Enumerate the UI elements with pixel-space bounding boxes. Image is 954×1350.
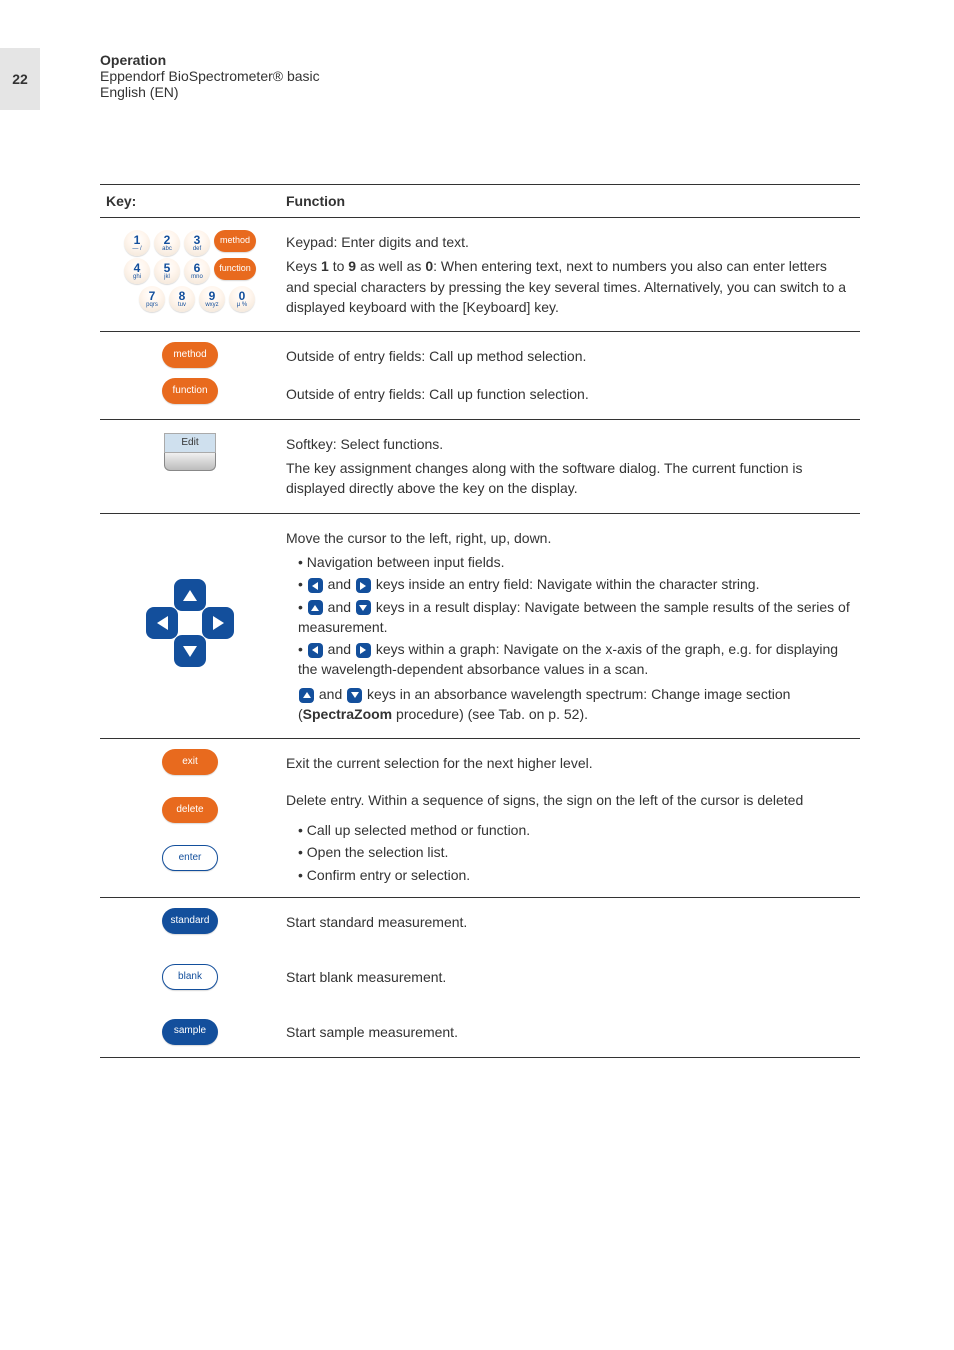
key-function-table: Key: Function 1— / 2abc 3def method 4ghi… (100, 184, 860, 1058)
keypad-key: 0μ % (229, 286, 255, 312)
list-item: Confirm entry or selection. (298, 865, 854, 885)
text: and keys in an absorbance wavelength spe… (286, 684, 854, 725)
arrow-right-icon (202, 607, 234, 639)
text: Start standard measurement. (286, 912, 854, 932)
cell-blank-fn: Start blank measurement. (280, 946, 860, 1008)
cell-keypad-fn: Keypad: Enter digits and text. Keys 1 to… (280, 218, 860, 332)
arrow-right-inline-icon (356, 578, 371, 593)
enter-key-icon: enter (162, 845, 218, 871)
keypad-icon: 1— / 2abc 3def method 4ghi 5jkl 6mno fun… (124, 228, 256, 314)
standard-key-icon: standard (162, 908, 218, 934)
method-pill-icon: method (214, 230, 256, 252)
cell-exit-delete-enter-fn: Exit the current selection for the next … (280, 739, 860, 897)
page-header: Operation Eppendorf BioSpectrometer® bas… (100, 52, 320, 100)
text: Move the cursor to the left, right, up, … (286, 528, 854, 548)
th-key: Key: (100, 185, 280, 218)
delete-key-icon: delete (162, 797, 218, 823)
cell-exit-delete-enter: exit delete enter (100, 739, 280, 897)
cell-standard: standard (100, 897, 280, 946)
cell-softkey: Edit (100, 419, 280, 513)
function-pill-icon: function (214, 258, 256, 280)
keypad-key: 4ghi (124, 258, 150, 284)
page-number: 22 (12, 71, 28, 87)
cell-sample: sample (100, 1008, 280, 1057)
keypad-key: 5jkl (154, 258, 180, 284)
arrow-left-inline-icon (308, 578, 323, 593)
arrow-up-inline-icon (299, 688, 314, 703)
header-title: Operation (100, 52, 320, 68)
cell-standard-fn: Start standard measurement. (280, 897, 860, 946)
text: Delete entry. Within a sequence of signs… (286, 790, 854, 810)
arrow-pad-icon (146, 579, 234, 667)
arrow-down-inline-icon (356, 600, 371, 615)
keypad-key: 3def (184, 230, 210, 256)
arrow-list: Navigation between input fields. and key… (286, 552, 854, 680)
keypad-key: 9wxyz (199, 286, 225, 312)
arrow-left-icon (146, 607, 178, 639)
arrow-left-inline-icon (308, 643, 323, 658)
keypad-key: 7pqrs (139, 286, 165, 312)
cell-softkey-fn: Softkey: Select functions. The key assig… (280, 419, 860, 513)
keypad-key: 8tuv (169, 286, 195, 312)
list-item: and keys inside an entry field: Navigate… (298, 574, 854, 594)
arrow-down-icon (174, 635, 206, 667)
keypad-key: 2abc (154, 230, 180, 256)
text: Keys 1 to 9 as well as 0: When entering … (286, 256, 854, 317)
list-item: and keys within a graph: Navigate on the… (298, 639, 854, 680)
list-item: Call up selected method or function. (298, 820, 854, 840)
arrow-down-inline-icon (347, 688, 362, 703)
th-function: Function (280, 185, 860, 218)
cell-method-function-fn: Outside of entry fields: Call up method … (280, 332, 860, 420)
arrow-right-inline-icon (356, 643, 371, 658)
arrow-up-inline-icon (308, 600, 323, 615)
text: Start sample measurement. (286, 1022, 854, 1042)
cell-arrows-fn: Move the cursor to the left, right, up, … (280, 513, 860, 739)
cell-arrows (100, 513, 280, 739)
cell-keypad: 1— / 2abc 3def method 4ghi 5jkl 6mno fun… (100, 218, 280, 332)
page-tab: 22 (0, 48, 40, 110)
cell-method-function: method function (100, 332, 280, 420)
header-lang: English (EN) (100, 84, 320, 100)
function-key-icon: function (162, 378, 218, 404)
header-product: Eppendorf BioSpectrometer® basic (100, 68, 320, 84)
list-item: and keys in a result display: Navigate b… (298, 597, 854, 638)
enter-list: Call up selected method or function. Ope… (286, 820, 854, 885)
text: Softkey: Select functions. (286, 434, 854, 454)
blank-key-icon: blank (162, 964, 218, 990)
keypad-key: 6mno (184, 258, 210, 284)
softkey-label: Edit (164, 433, 216, 454)
exit-key-icon: exit (162, 749, 218, 775)
text: Outside of entry fields: Call up functio… (286, 384, 854, 404)
list-item: Navigation between input fields. (298, 552, 854, 572)
text: The key assignment changes along with th… (286, 458, 854, 499)
text: Exit the current selection for the next … (286, 753, 854, 773)
cell-sample-fn: Start sample measurement. (280, 1008, 860, 1057)
method-key-icon: method (162, 342, 218, 368)
softkey-icon: Edit (164, 433, 216, 472)
cell-blank: blank (100, 946, 280, 1008)
text: Outside of entry fields: Call up method … (286, 346, 854, 366)
text: Keypad: Enter digits and text. (286, 232, 854, 252)
sample-key-icon: sample (162, 1019, 218, 1045)
arrow-up-icon (174, 579, 206, 611)
text: Start blank measurement. (286, 967, 854, 987)
keypad-key: 1— / (124, 230, 150, 256)
list-item: Open the selection list. (298, 842, 854, 862)
softkey-cap-icon (164, 453, 216, 471)
